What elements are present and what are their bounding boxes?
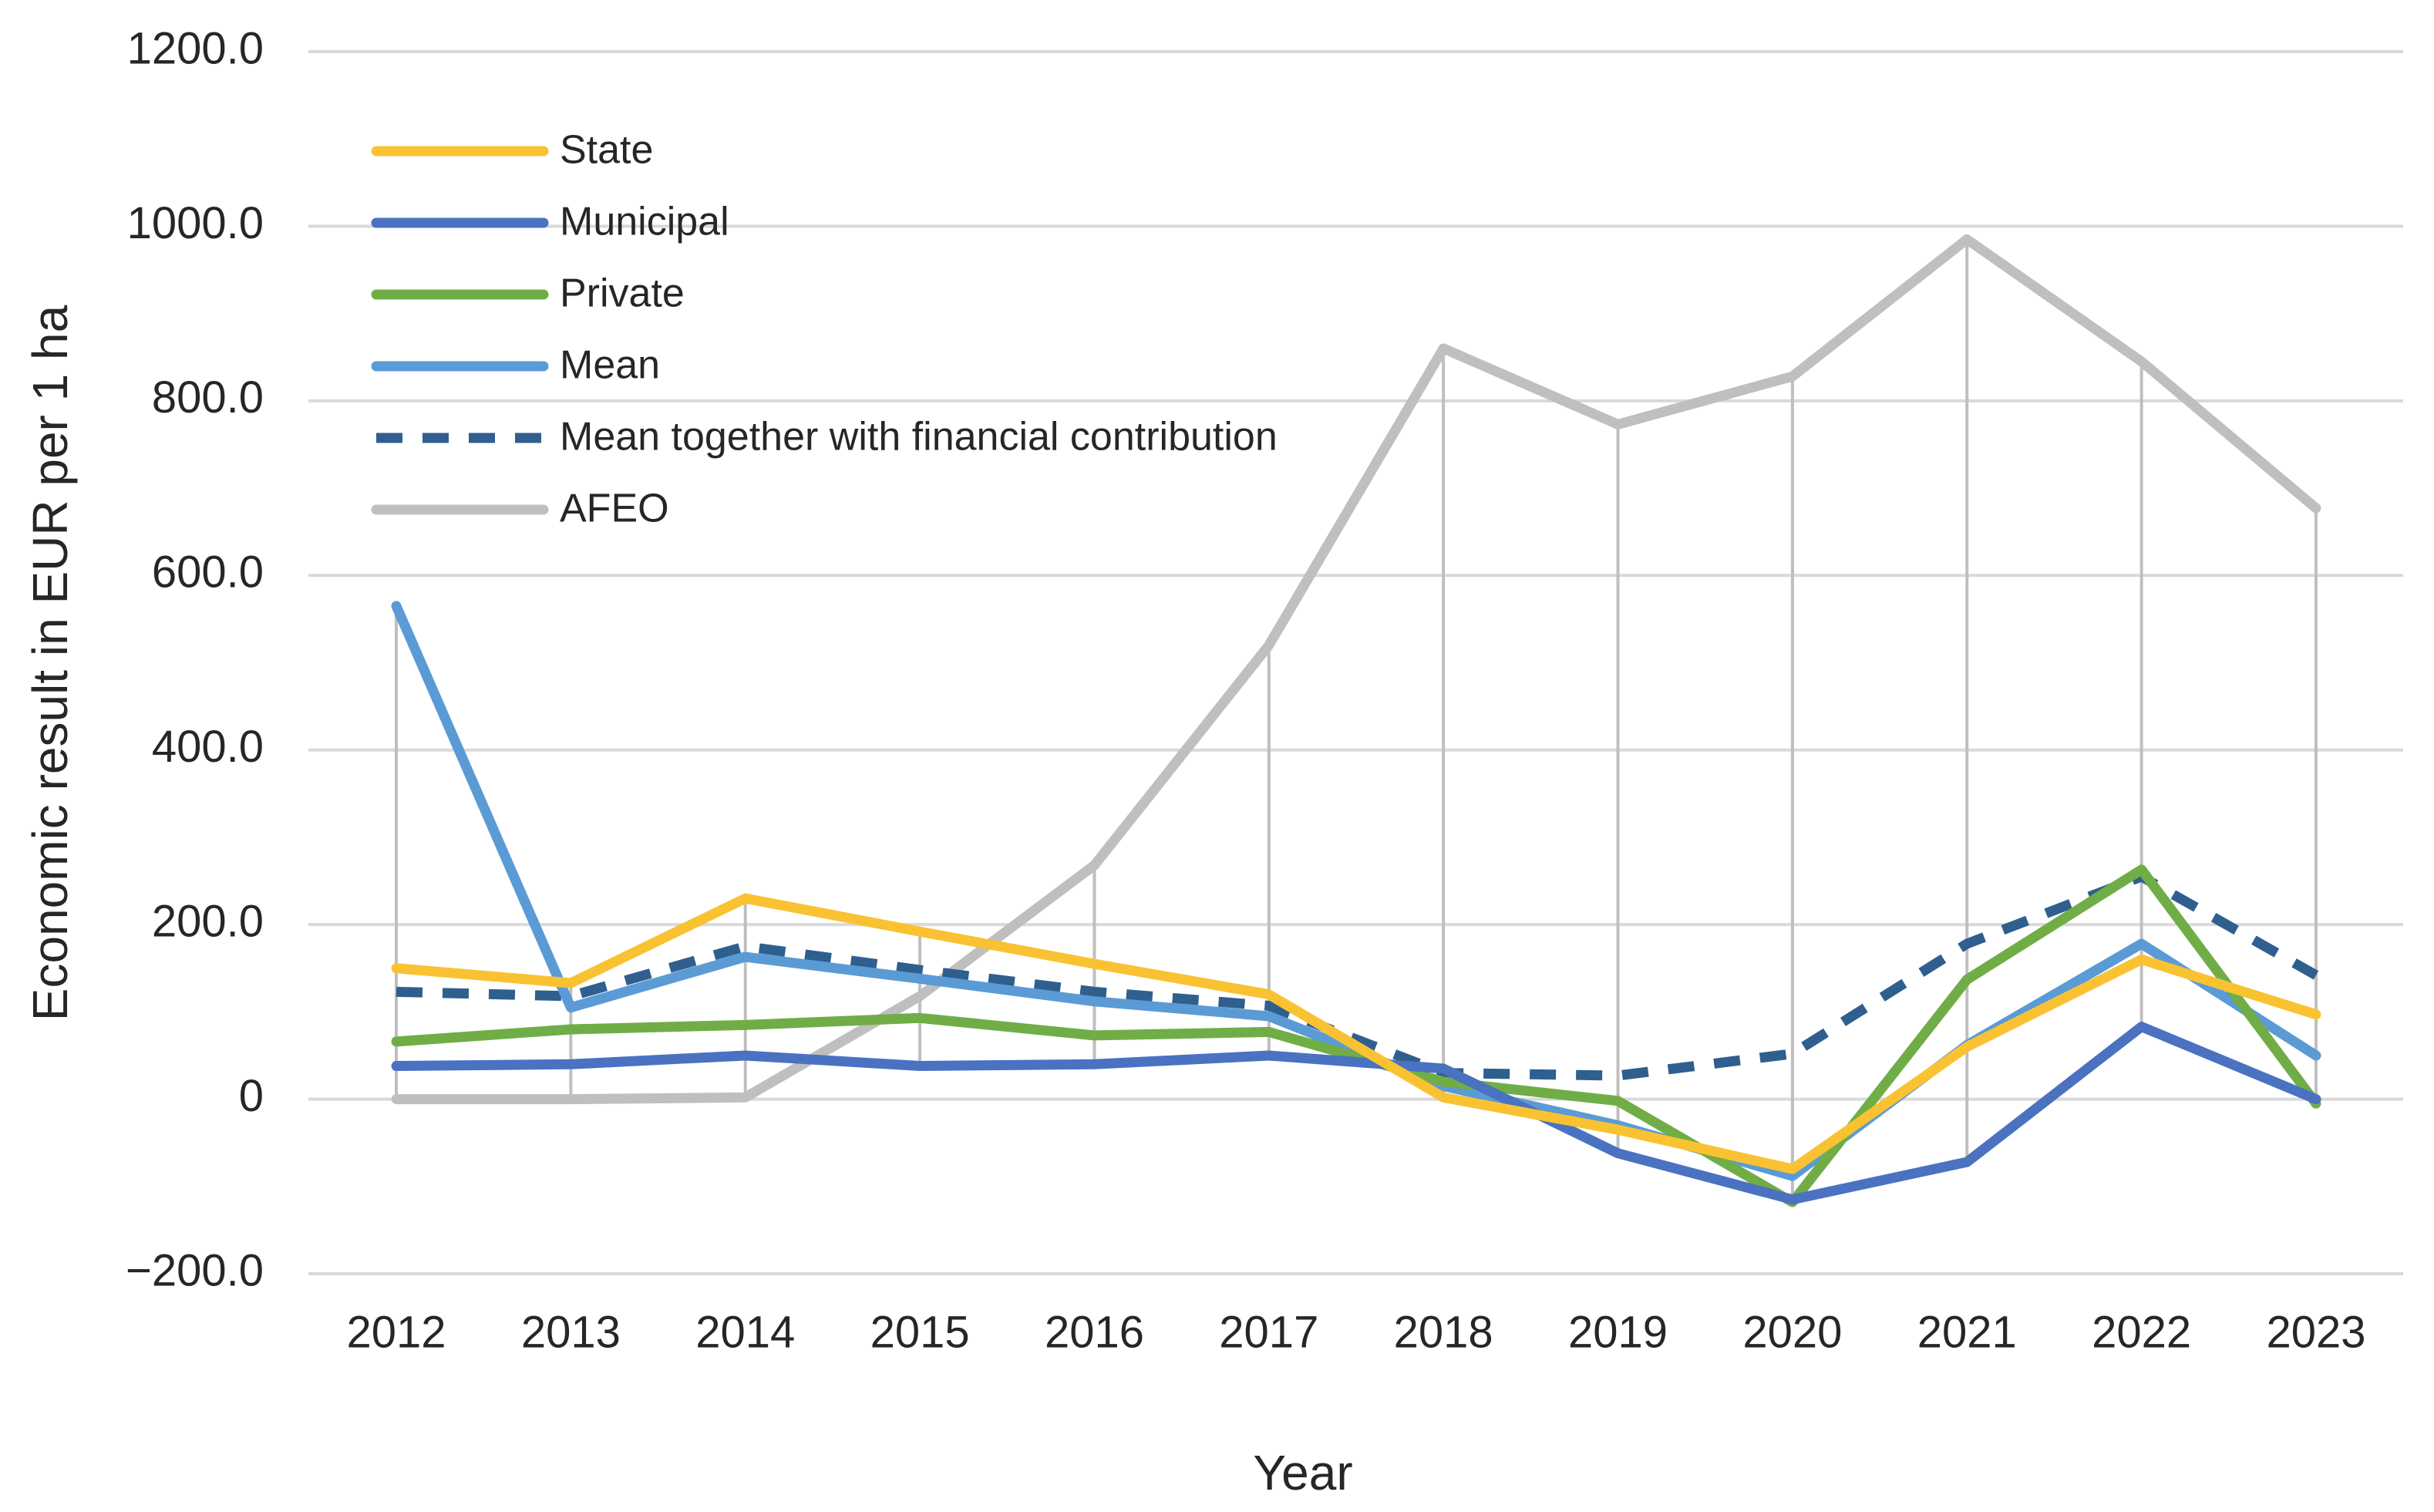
legend-label: Private xyxy=(560,271,685,316)
x-tick-label: 2021 xyxy=(1917,1307,2017,1357)
x-axis-title: Year xyxy=(1253,1445,1352,1500)
y-tick-label: −200.0 xyxy=(126,1245,264,1295)
y-tick-label: 1200.0 xyxy=(127,23,264,73)
y-tick-label: 400.0 xyxy=(152,722,264,772)
y-axis-title: Economic result in EUR per 1 ha xyxy=(22,305,78,1021)
y-tick-label: 600.0 xyxy=(152,547,264,598)
series-line xyxy=(391,1022,2321,1205)
x-tick-label: 2014 xyxy=(695,1307,795,1357)
x-tick-label: 2015 xyxy=(870,1307,970,1357)
x-tick-label: 2022 xyxy=(2092,1307,2191,1357)
legend-label: State xyxy=(560,128,653,173)
x-tick-label: 2020 xyxy=(1742,1307,1842,1357)
series-line xyxy=(391,893,2321,1174)
series-line xyxy=(391,601,2321,1181)
legend-label: AFEO xyxy=(560,487,669,531)
x-tick-label: 2018 xyxy=(1394,1307,1493,1357)
series-line xyxy=(396,871,2319,1081)
y-tick-label: 800.0 xyxy=(152,372,264,423)
x-tick-label: 2012 xyxy=(346,1307,446,1357)
x-tick-label: 2017 xyxy=(1219,1307,1318,1357)
legend-label: Municipal xyxy=(560,200,729,244)
y-tick-label: 0 xyxy=(239,1071,264,1121)
x-tick-label: 2019 xyxy=(1568,1307,1668,1357)
x-tick-label: 2023 xyxy=(2266,1307,2365,1357)
y-tick-label: 1000.0 xyxy=(127,198,264,248)
legend-label: Mean together with financial contributio… xyxy=(560,415,1278,460)
x-tick-label: 2013 xyxy=(521,1307,621,1357)
legend-label: Mean xyxy=(560,343,660,388)
series-line xyxy=(391,234,2321,1105)
x-tick-label: 2016 xyxy=(1045,1307,1144,1357)
y-tick-label: 200.0 xyxy=(152,896,264,946)
series-line xyxy=(391,864,2321,1207)
